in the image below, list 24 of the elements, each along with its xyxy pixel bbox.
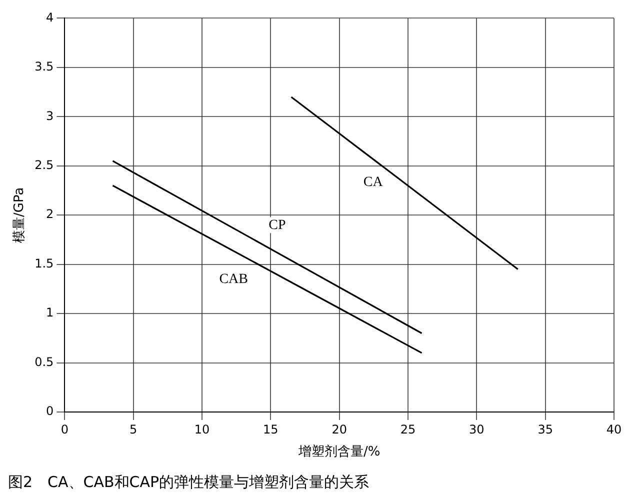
x-tick-label: 15 xyxy=(263,422,278,436)
x-tick-label: 30 xyxy=(469,422,484,436)
x-tick-label: 40 xyxy=(606,422,622,436)
y-tick-label: 3 xyxy=(46,108,54,123)
x-axis-title: 增塑剂含量/% xyxy=(297,444,380,460)
y-axis-title: 模量/GPa xyxy=(12,187,28,243)
text: 图2 CA、CAB和CAP的弹性模量与增塑剂含量的关系 xyxy=(8,472,370,491)
y-tick-label: 0.5 xyxy=(34,354,54,369)
x-tick-label: 0 xyxy=(60,422,69,436)
y-tick-label: 0 xyxy=(46,404,54,418)
y-tick-label: 3.5 xyxy=(34,60,54,74)
x-tick-label: 5 xyxy=(130,422,138,436)
x-tick-label: 20 xyxy=(332,422,347,436)
y-tick-label: 4 xyxy=(46,10,54,24)
y-tick-label: 2 xyxy=(46,207,54,222)
y-tick-label: 2.5 xyxy=(34,158,54,172)
x-tick-label: 10 xyxy=(194,422,210,436)
y-tick-label: 1.5 xyxy=(34,256,54,270)
x-tick-label: 25 xyxy=(400,422,416,436)
series-label: CA xyxy=(363,175,384,190)
y-tick-label: 1 xyxy=(46,306,54,320)
x-tick-label: 35 xyxy=(538,422,553,436)
series-label: CP xyxy=(268,218,286,233)
series-label: CAB xyxy=(219,272,248,288)
